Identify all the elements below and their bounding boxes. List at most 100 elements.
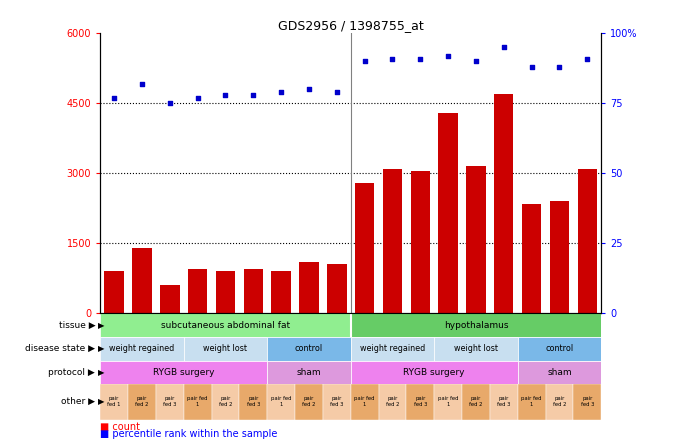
Bar bbox=[355, 182, 375, 313]
Bar bbox=[132, 248, 152, 313]
Text: hypothalamus: hypothalamus bbox=[444, 321, 508, 330]
Text: pair
fed 3: pair fed 3 bbox=[497, 396, 511, 407]
Bar bbox=[128, 384, 156, 420]
Point bbox=[136, 80, 147, 87]
Bar bbox=[578, 169, 597, 313]
Point bbox=[359, 58, 370, 65]
Bar bbox=[574, 384, 601, 420]
Text: ▶: ▶ bbox=[97, 397, 104, 406]
Point bbox=[442, 52, 453, 59]
Bar bbox=[494, 94, 513, 313]
Point bbox=[582, 55, 593, 62]
Bar bbox=[383, 169, 402, 313]
Text: ■ percentile rank within the sample: ■ percentile rank within the sample bbox=[100, 429, 278, 440]
Bar bbox=[518, 384, 545, 420]
Bar bbox=[211, 384, 239, 420]
Text: pair
fed 1: pair fed 1 bbox=[107, 396, 121, 407]
Bar bbox=[518, 337, 601, 361]
Text: pair
fed 3: pair fed 3 bbox=[330, 396, 343, 407]
Bar bbox=[156, 384, 184, 420]
Text: pair fed
1: pair fed 1 bbox=[187, 396, 208, 407]
Bar bbox=[272, 271, 291, 313]
Bar bbox=[100, 361, 267, 384]
Text: sham: sham bbox=[547, 368, 571, 377]
Bar bbox=[104, 271, 124, 313]
Text: weight regained: weight regained bbox=[109, 344, 175, 353]
Bar bbox=[518, 361, 601, 384]
Point bbox=[220, 91, 231, 99]
Point bbox=[331, 88, 342, 95]
Text: pair
fed 3: pair fed 3 bbox=[247, 396, 260, 407]
Point bbox=[471, 58, 482, 65]
Text: pair
fed 2: pair fed 2 bbox=[469, 396, 483, 407]
Point bbox=[554, 63, 565, 71]
Text: pair fed
1: pair fed 1 bbox=[271, 396, 292, 407]
Bar bbox=[350, 361, 518, 384]
Text: ▶: ▶ bbox=[97, 344, 104, 353]
Bar bbox=[549, 202, 569, 313]
Bar bbox=[522, 204, 541, 313]
Bar bbox=[243, 269, 263, 313]
Bar bbox=[188, 269, 207, 313]
Text: sham: sham bbox=[296, 368, 321, 377]
Text: protocol ▶: protocol ▶ bbox=[48, 368, 95, 377]
Bar bbox=[239, 384, 267, 420]
Text: pair
fed 3: pair fed 3 bbox=[414, 396, 427, 407]
Bar bbox=[267, 361, 350, 384]
Text: pair
fed 2: pair fed 2 bbox=[135, 396, 149, 407]
Bar bbox=[267, 337, 350, 361]
Text: RYGB surgery: RYGB surgery bbox=[153, 368, 214, 377]
Point bbox=[415, 55, 426, 62]
Bar bbox=[410, 171, 430, 313]
Text: ▶: ▶ bbox=[97, 368, 104, 377]
Text: pair
fed 2: pair fed 2 bbox=[386, 396, 399, 407]
Bar bbox=[545, 384, 574, 420]
Bar bbox=[100, 384, 128, 420]
Bar bbox=[184, 337, 267, 361]
Point bbox=[526, 63, 537, 71]
Text: pair
fed 3: pair fed 3 bbox=[163, 396, 176, 407]
Bar bbox=[327, 265, 346, 313]
Point bbox=[276, 88, 287, 95]
Text: pair fed
1: pair fed 1 bbox=[438, 396, 458, 407]
Text: disease state ▶: disease state ▶ bbox=[25, 344, 95, 353]
Bar bbox=[295, 384, 323, 420]
Point bbox=[164, 100, 176, 107]
Text: pair
fed 2: pair fed 2 bbox=[553, 396, 566, 407]
Bar bbox=[100, 337, 184, 361]
Bar bbox=[466, 166, 486, 313]
Title: GDS2956 / 1398755_at: GDS2956 / 1398755_at bbox=[278, 19, 424, 32]
Text: pair fed
1: pair fed 1 bbox=[354, 396, 375, 407]
Bar bbox=[350, 384, 379, 420]
Bar bbox=[406, 384, 434, 420]
Point bbox=[498, 44, 509, 51]
Bar bbox=[462, 384, 490, 420]
Text: control: control bbox=[545, 344, 574, 353]
Bar bbox=[216, 271, 235, 313]
Bar bbox=[434, 384, 462, 420]
Point bbox=[248, 91, 259, 99]
Bar bbox=[379, 384, 406, 420]
Text: ■ count: ■ count bbox=[100, 422, 140, 432]
Point bbox=[192, 94, 203, 101]
Text: tissue ▶: tissue ▶ bbox=[59, 321, 95, 330]
Bar bbox=[434, 337, 518, 361]
Point bbox=[303, 86, 314, 93]
Text: pair
fed 3: pair fed 3 bbox=[580, 396, 594, 407]
Text: weight regained: weight regained bbox=[360, 344, 425, 353]
Text: pair
fed 2: pair fed 2 bbox=[302, 396, 316, 407]
Point bbox=[108, 94, 120, 101]
Text: control: control bbox=[295, 344, 323, 353]
Bar bbox=[438, 113, 458, 313]
Bar bbox=[100, 313, 350, 337]
Bar bbox=[350, 337, 434, 361]
Text: weight lost: weight lost bbox=[203, 344, 247, 353]
Bar bbox=[267, 384, 295, 420]
Bar bbox=[350, 313, 601, 337]
Bar bbox=[299, 262, 319, 313]
Text: ▶: ▶ bbox=[97, 321, 104, 330]
Text: other ▶: other ▶ bbox=[61, 397, 95, 406]
Text: pair fed
1: pair fed 1 bbox=[521, 396, 542, 407]
Bar bbox=[160, 285, 180, 313]
Text: pair
fed 2: pair fed 2 bbox=[218, 396, 232, 407]
